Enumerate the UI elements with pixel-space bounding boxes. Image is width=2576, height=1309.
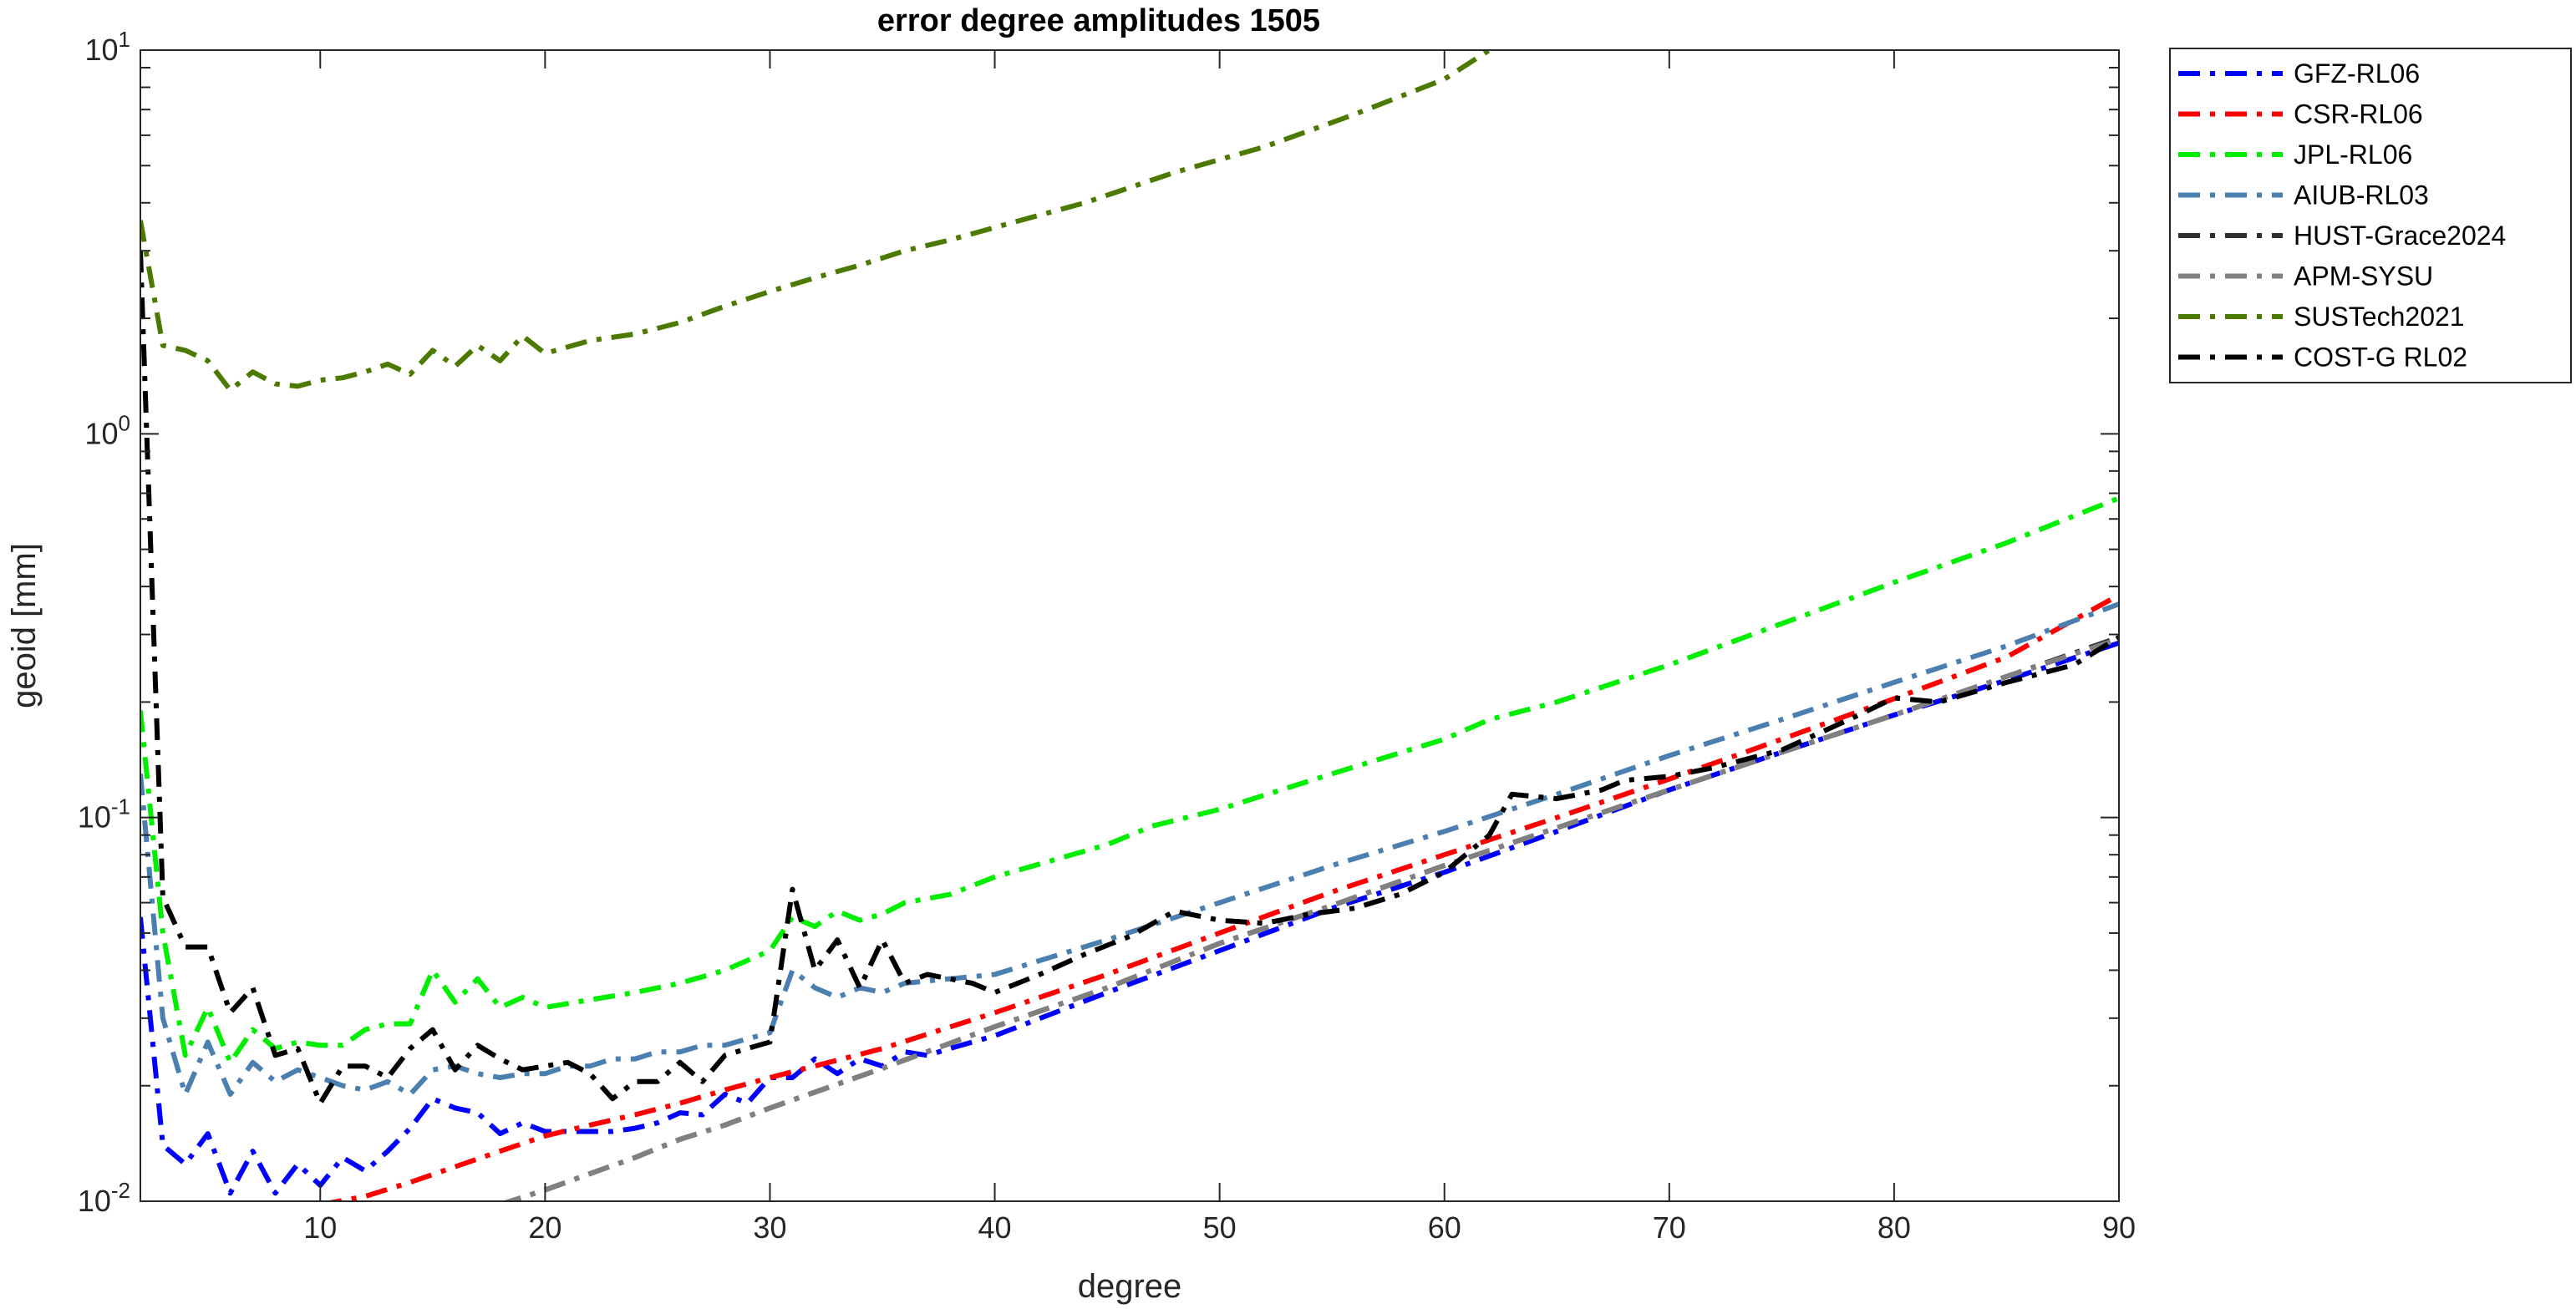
- x-axis-label: degree: [1078, 1268, 1182, 1305]
- plot-frame: [140, 49, 2120, 1202]
- series-layer: [140, 50, 2119, 1201]
- legend-label-4: HUST-Grace2024: [2294, 221, 2506, 251]
- legend: GFZ-RL06 CSR-RL06 JPL-RL06 AIUB-RL03 HUST-Gr…: [2169, 48, 2572, 383]
- legend-label-2: JPL-RL06: [2294, 140, 2412, 170]
- legend-item-1: CSR-RL06: [2178, 99, 2423, 129]
- legend-label-5: APM-SYSU: [2294, 261, 2433, 292]
- legend-item-5: APM-SYSU: [2178, 261, 2433, 292]
- x-tick-label-3: 40: [978, 1210, 1012, 1245]
- legend-item-7: COST-G RL02: [2178, 342, 2467, 373]
- legend-label-7: COST-G RL02: [2294, 342, 2467, 373]
- y-tick-label-3: 101: [84, 27, 130, 67]
- y-tick-label-2: 100: [84, 410, 130, 450]
- legend-item-3: AIUB-RL03: [2178, 180, 2429, 211]
- y-tick-label-1: 10-1: [78, 794, 130, 835]
- y-axis-label: geoid [mm]: [6, 543, 43, 708]
- series-line-6: [140, 50, 1491, 393]
- x-tick-label-0: 10: [303, 1210, 337, 1245]
- legend-item-0: GFZ-RL06: [2178, 58, 2420, 89]
- series-line-0: [140, 640, 2119, 1196]
- legend-item-6: SUSTech2021: [2178, 302, 2465, 332]
- y-tick-label-0: 10-2: [78, 1178, 130, 1218]
- legend-label-6: SUSTech2021: [2294, 302, 2465, 332]
- series-line-5: [502, 637, 2119, 1201]
- ticks-layer: [140, 49, 2120, 1202]
- legend-box: [2169, 48, 2572, 383]
- x-tick-labels: 10 20 30 40 50 60 70 80 90: [303, 1210, 2136, 1245]
- x-tick-label-8: 90: [2102, 1210, 2136, 1245]
- x-tick-label-2: 30: [753, 1210, 786, 1245]
- x-tick-label-1: 20: [528, 1210, 561, 1245]
- series-line-2: [140, 495, 2119, 1065]
- x-tick-label-7: 80: [1877, 1210, 1911, 1245]
- x-tick-label-5: 60: [1428, 1210, 1461, 1245]
- legend-item-4: HUST-Grace2024: [2178, 221, 2506, 251]
- plot-area: [140, 50, 2119, 1201]
- series-line-7: [140, 251, 2119, 1106]
- series-line-1: [324, 592, 2119, 1201]
- chart-title: error degree amplitudes 1505: [877, 3, 1320, 38]
- legend-label-3: AIUB-RL03: [2294, 180, 2429, 211]
- legend-label-1: CSR-RL06: [2294, 99, 2423, 129]
- legend-label-0: GFZ-RL06: [2294, 58, 2420, 89]
- series-line-3: [140, 601, 2119, 1097]
- legend-item-2: JPL-RL06: [2178, 140, 2412, 170]
- y-tick-labels: 10-2 10-1 100 101: [78, 27, 130, 1218]
- x-tick-label-4: 50: [1203, 1210, 1237, 1245]
- x-tick-label-6: 70: [1653, 1210, 1686, 1245]
